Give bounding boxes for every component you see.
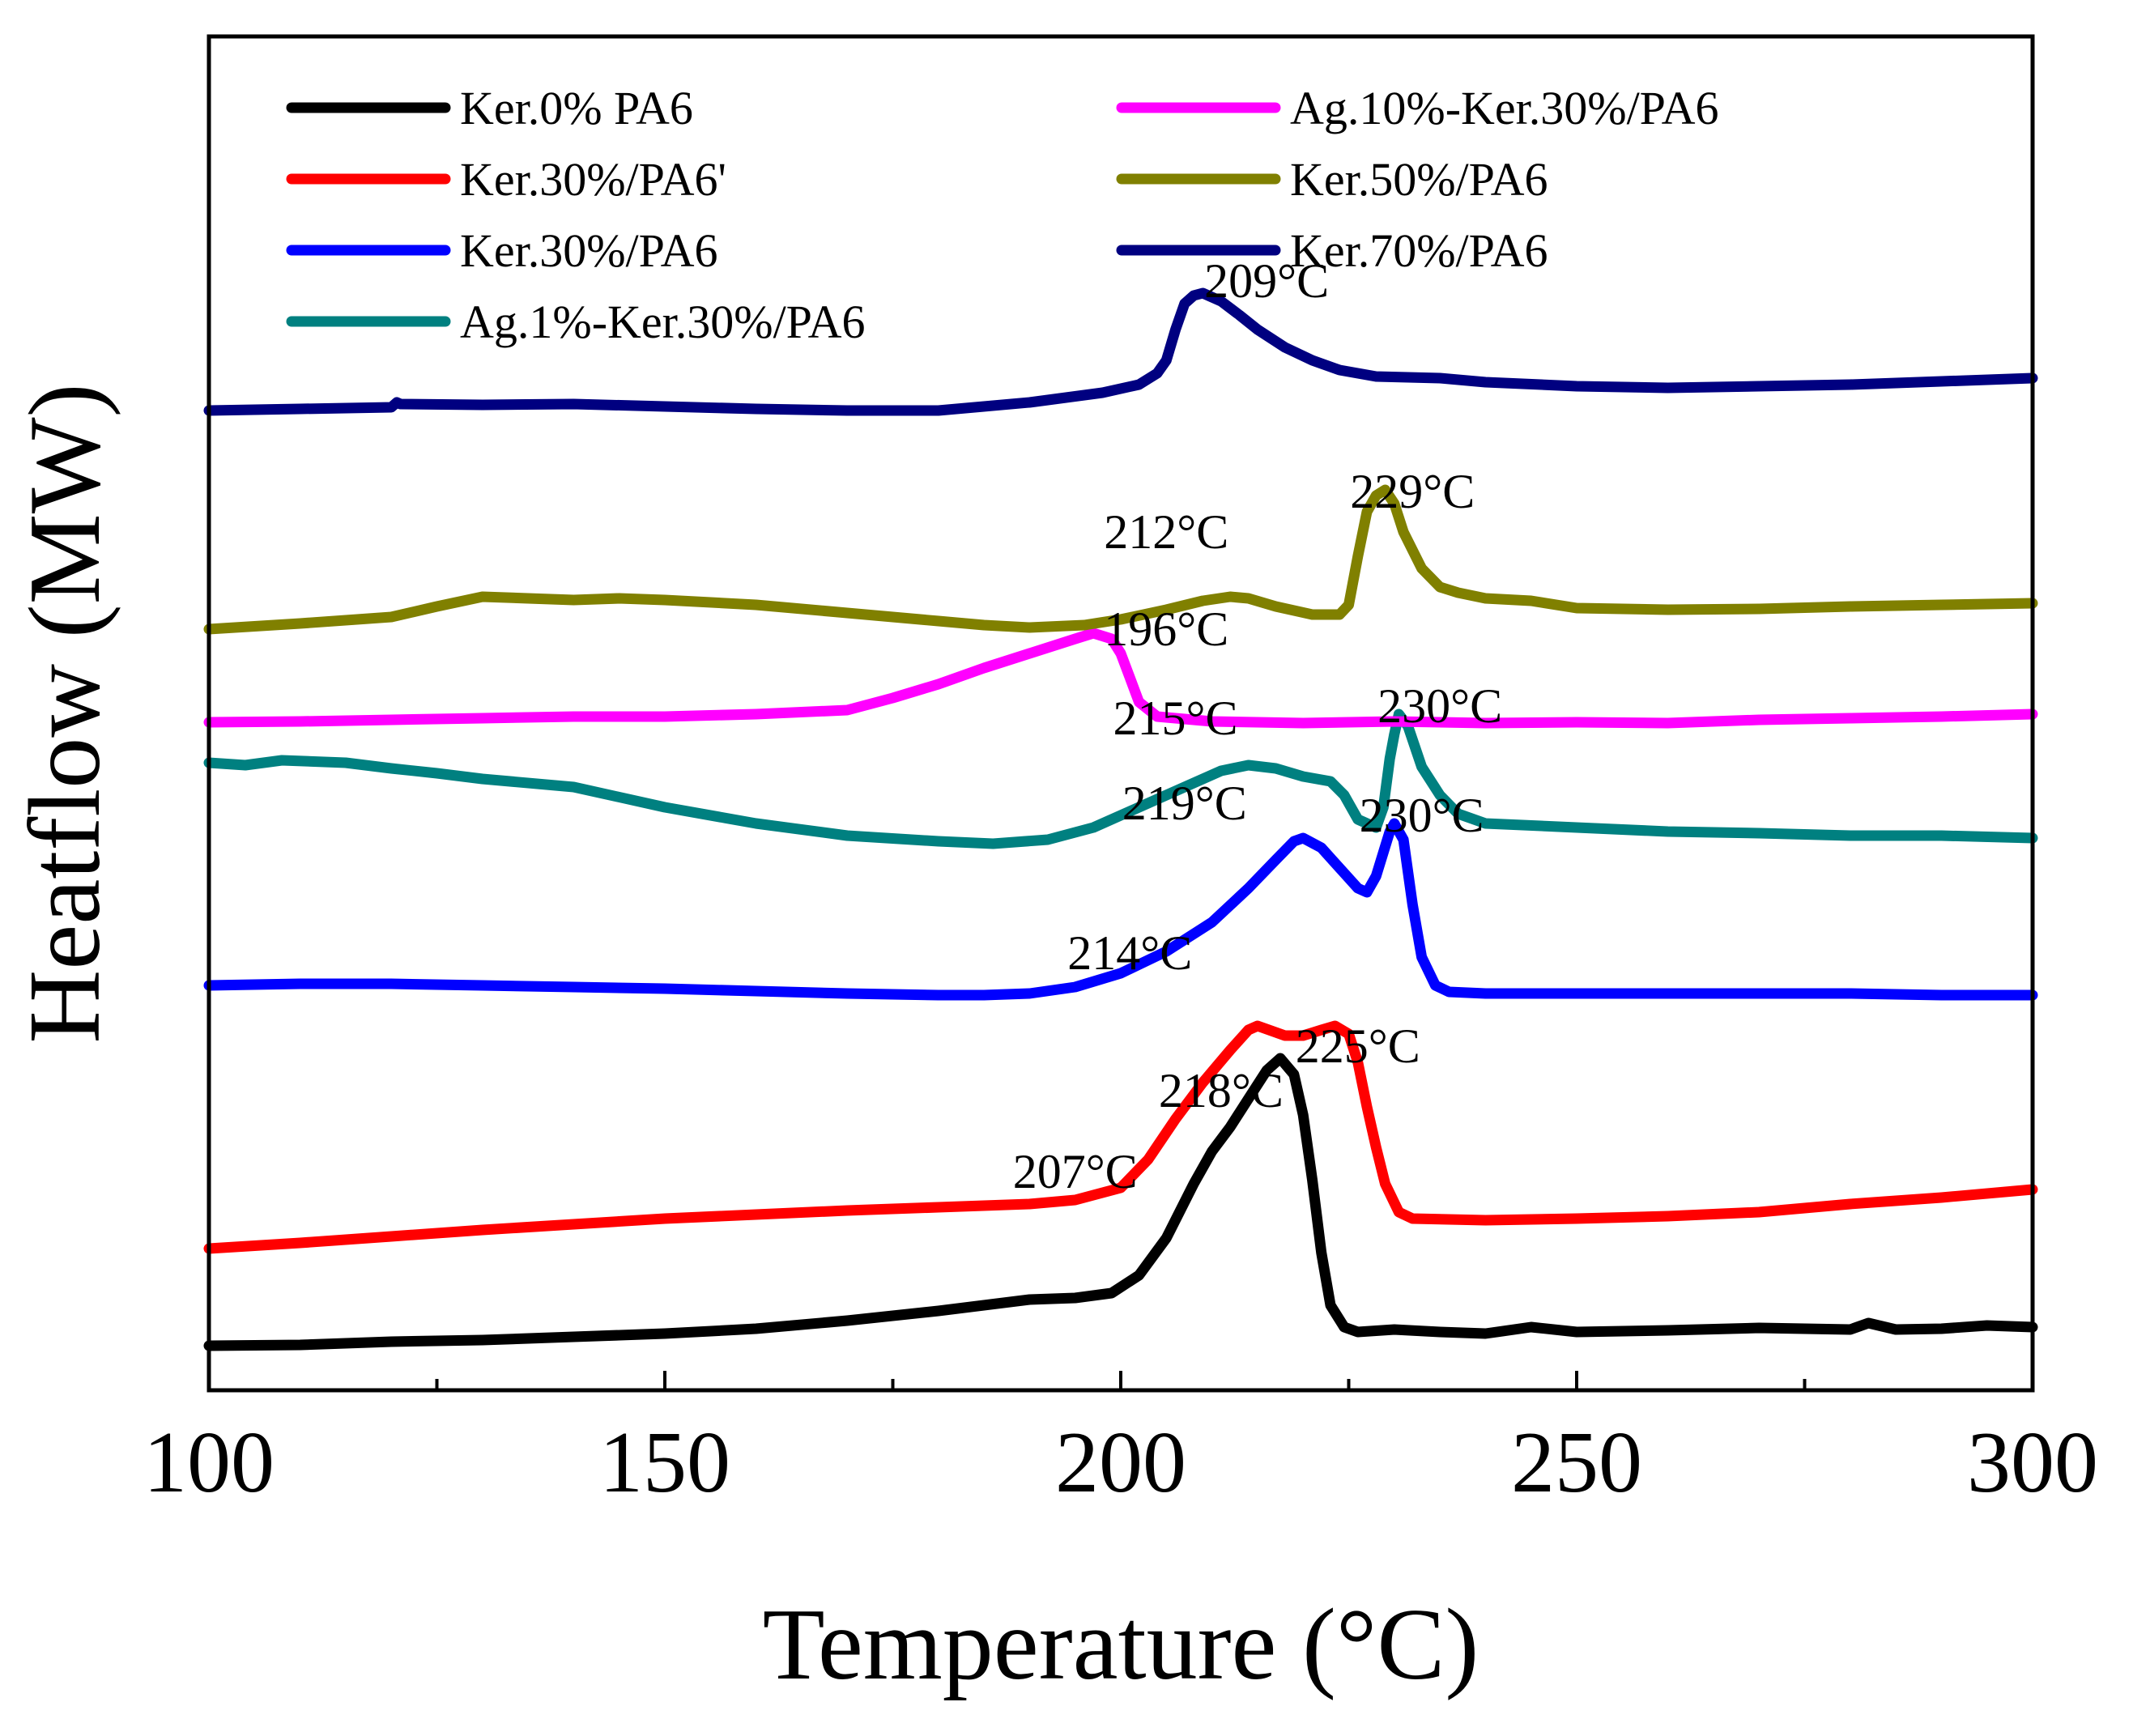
legend-label: Ag.10%-Ker.30%/PA6 <box>1290 82 1719 134</box>
legend-label: Ker.50%/PA6 <box>1290 153 1548 206</box>
x-tick-label: 150 <box>599 1415 730 1511</box>
peak-label: 229°C <box>1350 465 1475 518</box>
legend-label: Ker.0% PA6 <box>460 82 693 134</box>
legend-label: Ker.30%/PA6' <box>460 153 726 206</box>
series-line-5 <box>203 628 2038 729</box>
x-tick-label: 100 <box>143 1415 275 1511</box>
peak-annotations: 209°C 229°C 212°C 196°C 230°C 215°C 219°C 230°C… <box>1013 254 1502 1198</box>
series-line-3 <box>203 818 2038 1001</box>
series-line-7 <box>203 287 2038 416</box>
peak-label: 218°C <box>1159 1064 1284 1117</box>
peak-label: 214°C <box>1067 926 1192 980</box>
x-tick-label: 250 <box>1511 1415 1642 1511</box>
peak-label: 225°C <box>1296 1019 1420 1073</box>
peak-label: 209°C <box>1204 254 1329 308</box>
peak-label: 230°C <box>1377 679 1502 733</box>
legend-label: Ag.1%-Ker.30%/PA6 <box>460 296 866 348</box>
x-tick-label: 200 <box>1055 1415 1186 1511</box>
series-line-4 <box>203 708 2038 849</box>
x-tick-label: 300 <box>1967 1415 2098 1511</box>
peak-label: 215°C <box>1113 691 1238 745</box>
peak-label: 219°C <box>1122 777 1247 830</box>
legend-label: Ker.30%/PA6 <box>460 224 718 277</box>
legend-label: Ker.70%/PA6 <box>1290 224 1548 277</box>
peak-label: 207°C <box>1013 1145 1138 1198</box>
series-layer <box>203 287 2038 1351</box>
x-axis-ticks: 100 150 200 250 300 <box>143 1371 2098 1511</box>
peak-label: 196°C <box>1104 602 1228 656</box>
x-axis-title: Temperature (°C) <box>763 1589 1479 1701</box>
peak-label: 212°C <box>1104 505 1228 559</box>
series-line-1 <box>203 1053 2038 1351</box>
legend: Ker.0% PA6 Ker.30%/PA6' Ker.30%/PA6 Ag.1%-K… <box>286 82 1719 348</box>
series-line-6 <box>203 484 2038 635</box>
y-axis-title: Heatflow (MW) <box>9 383 121 1043</box>
series-line-2 <box>203 1020 2038 1254</box>
peak-label: 230°C <box>1360 789 1484 842</box>
